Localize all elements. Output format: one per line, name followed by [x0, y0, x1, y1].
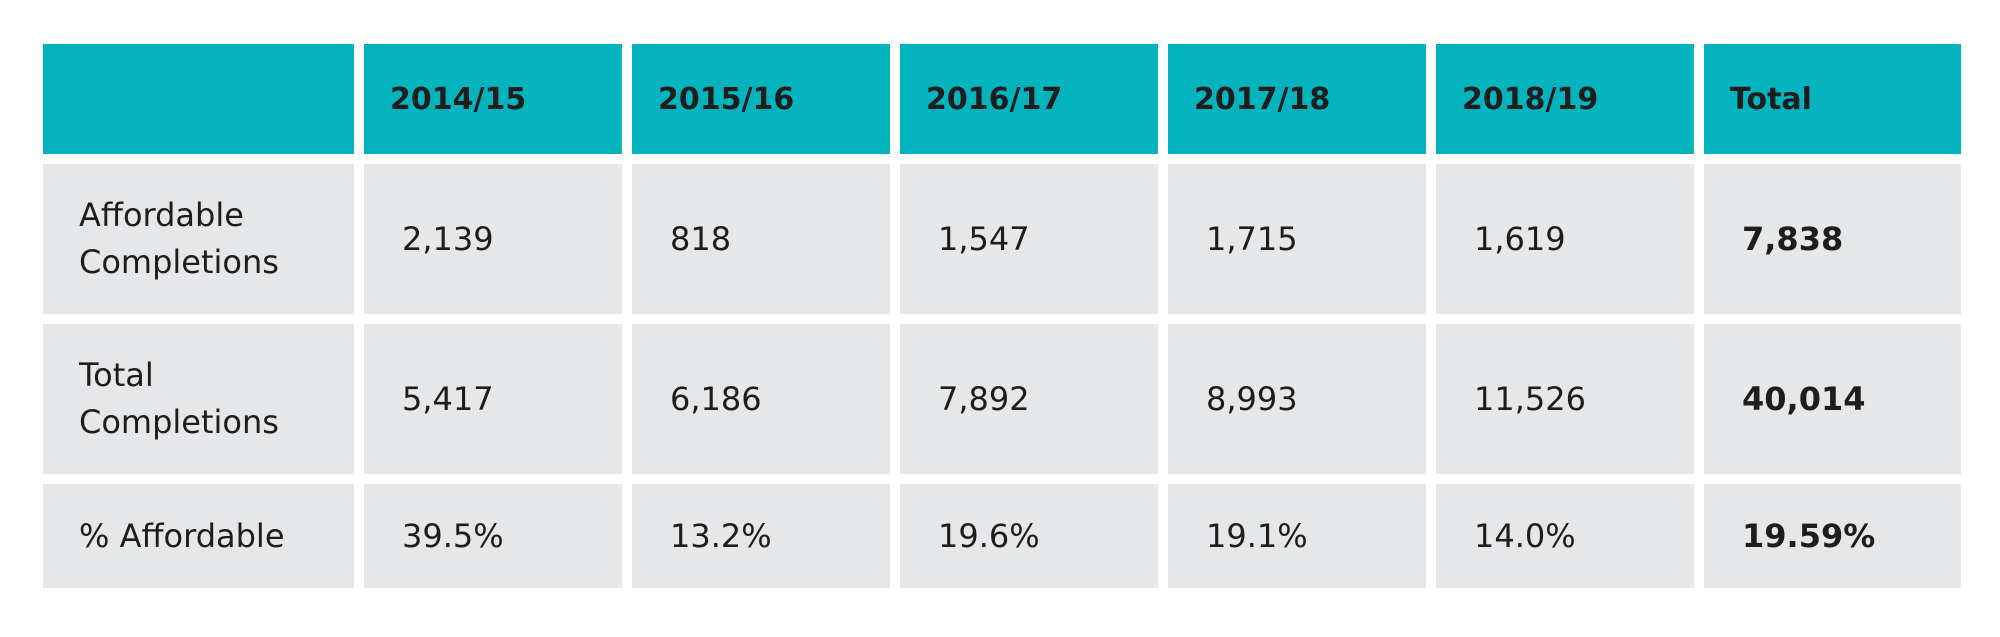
header-cell-2018-19: 2018/19 — [1436, 44, 1694, 154]
row-label-line: Completions — [79, 243, 279, 281]
table-cell: 19.6% — [900, 484, 1158, 588]
header-cell-2014-15: 2014/15 — [364, 44, 622, 154]
table-cell-total: 40,014 — [1704, 324, 1961, 474]
row-label-line: Total — [79, 356, 154, 394]
table-cell: 1,619 — [1436, 164, 1694, 314]
header-cell-blank — [43, 44, 354, 154]
row-label-line: Affordable — [79, 196, 244, 234]
table-cell: 7,892 — [900, 324, 1158, 474]
table-cell: 13.2% — [632, 484, 890, 588]
row-label-percent-affordable: % Affordable — [43, 484, 354, 588]
table-cell: 11,526 — [1436, 324, 1694, 474]
table-cell: 1,547 — [900, 164, 1158, 314]
table-cell-total: 19.59% — [1704, 484, 1961, 588]
table-cell: 6,186 — [632, 324, 890, 474]
header-cell-2015-16: 2015/16 — [632, 44, 890, 154]
completions-table: 2014/15 2015/16 2016/17 2017/18 2018/19 … — [43, 44, 1961, 588]
table-cell: 14.0% — [1436, 484, 1694, 588]
header-cell-2017-18: 2017/18 — [1168, 44, 1426, 154]
table-cell: 39.5% — [364, 484, 622, 588]
row-label-line: Completions — [79, 403, 279, 441]
table-cell: 8,993 — [1168, 324, 1426, 474]
table-cell-total: 7,838 — [1704, 164, 1961, 314]
row-label-total-completions: Total Completions — [43, 324, 354, 474]
table-cell: 2,139 — [364, 164, 622, 314]
row-label-affordable-completions: Affordable Completions — [43, 164, 354, 314]
header-cell-2016-17: 2016/17 — [900, 44, 1158, 154]
table-cell: 1,715 — [1168, 164, 1426, 314]
table-cell: 818 — [632, 164, 890, 314]
table-cell: 5,417 — [364, 324, 622, 474]
row-label-line: % Affordable — [79, 516, 285, 555]
header-cell-total: Total — [1704, 44, 1961, 154]
table-cell: 19.1% — [1168, 484, 1426, 588]
